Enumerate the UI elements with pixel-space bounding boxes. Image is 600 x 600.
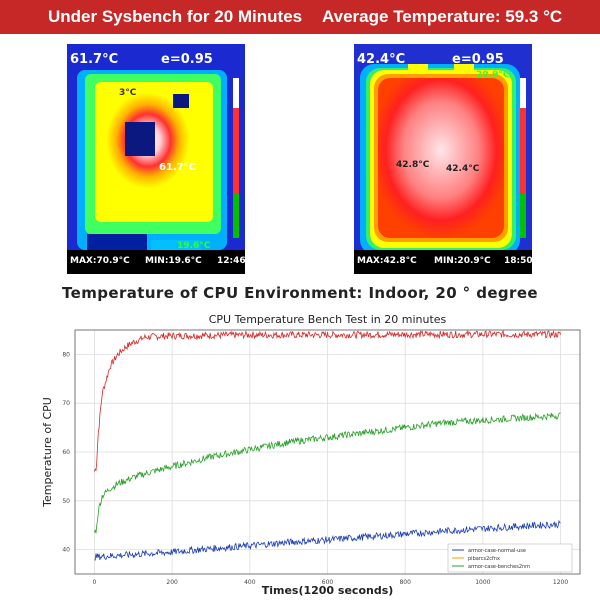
- thermal-left-spot-low: 19.6°C: [177, 241, 211, 251]
- x-tick-label: 400: [244, 579, 256, 586]
- x-axis-label: Times(1200 seconds): [262, 584, 394, 597]
- thermal-right-max: MAX:42.8°C: [357, 256, 417, 266]
- legend-box: [447, 543, 573, 573]
- x-tick-label: 0: [93, 579, 97, 586]
- cpu-temperature-chart: CPU Temperature Bench Test in 20 minutes…: [0, 306, 600, 600]
- y-tick-label: 80: [62, 351, 70, 358]
- thermal-left-min: MIN:19.6°C: [145, 256, 202, 266]
- thermal-right-time: 18:50: [504, 256, 532, 266]
- thermal-right-spot-center-right: 42.4°C: [446, 164, 480, 174]
- thermal-right-spot-corner: 20.9°C: [476, 70, 510, 80]
- y-tick-label: 50: [62, 498, 70, 505]
- thermal-right-min: MIN:20.9°C: [434, 256, 491, 266]
- series-line-1: [94, 329, 561, 472]
- header-banner: Under Sysbench for 20 Minutes Average Te…: [0, 0, 600, 34]
- thermal-right-emissivity: e=0.95: [452, 52, 504, 67]
- series-line-2: [94, 412, 561, 534]
- thermal-right-spot-center-left: 42.8°C: [396, 160, 430, 170]
- thermal-left-time: 12:46: [217, 256, 245, 266]
- legend-label: pibarcs2cfnx: [468, 556, 500, 562]
- thermal-case-graphic: [354, 44, 532, 274]
- thermal-left-emissivity: e=0.95: [161, 52, 213, 67]
- thermal-left-max: MAX:70.9°C: [70, 256, 130, 266]
- environment-subtitle: Temperature of CPU Environment: Indoor, …: [61, 284, 538, 302]
- x-tick-label: 600: [322, 579, 334, 586]
- x-tick-label: 200: [166, 579, 178, 586]
- thermal-board-graphic: [67, 44, 245, 274]
- legend-label: armor-case-benches2nm: [468, 564, 530, 570]
- x-tick-label: 1200: [553, 579, 568, 586]
- chart-title: CPU Temperature Bench Test in 20 minutes: [209, 313, 447, 326]
- x-tick-label: 800: [399, 579, 411, 586]
- thermal-left-spot-center: 61.7°C: [159, 162, 197, 173]
- thermal-image-board: 61.7°C e=0.95 3°C 61.7°C 19.6°C MAX:70.9…: [67, 44, 245, 274]
- thermal-right-current-temp: 42.4°C: [357, 52, 406, 67]
- legend-label: armor-case-normal-use: [468, 548, 526, 554]
- thermal-left-spot-top: 3°C: [119, 88, 137, 98]
- banner-average-temp: Average Temperature: 59.3 °C: [322, 7, 563, 26]
- series-line-3: [94, 519, 561, 561]
- y-tick-label: 70: [62, 400, 70, 407]
- plot-frame: [74, 329, 581, 575]
- chart-canvas: CPU Temperature Bench Test in 20 minutes…: [41, 313, 581, 597]
- banner-benchmark-text: Under Sysbench for 20 Minutes: [48, 7, 303, 26]
- y-axis-label: Temperature of CPU: [41, 397, 54, 508]
- y-tick-label: 40: [62, 547, 70, 554]
- thermal-image-case: 42.4°C e=0.95 20.9°C 42.8°C 42.4°C MAX:4…: [354, 44, 532, 274]
- x-tick-label: 1000: [475, 579, 490, 586]
- thermal-left-current-temp: 61.7°C: [70, 52, 119, 67]
- y-tick-label: 60: [62, 449, 70, 456]
